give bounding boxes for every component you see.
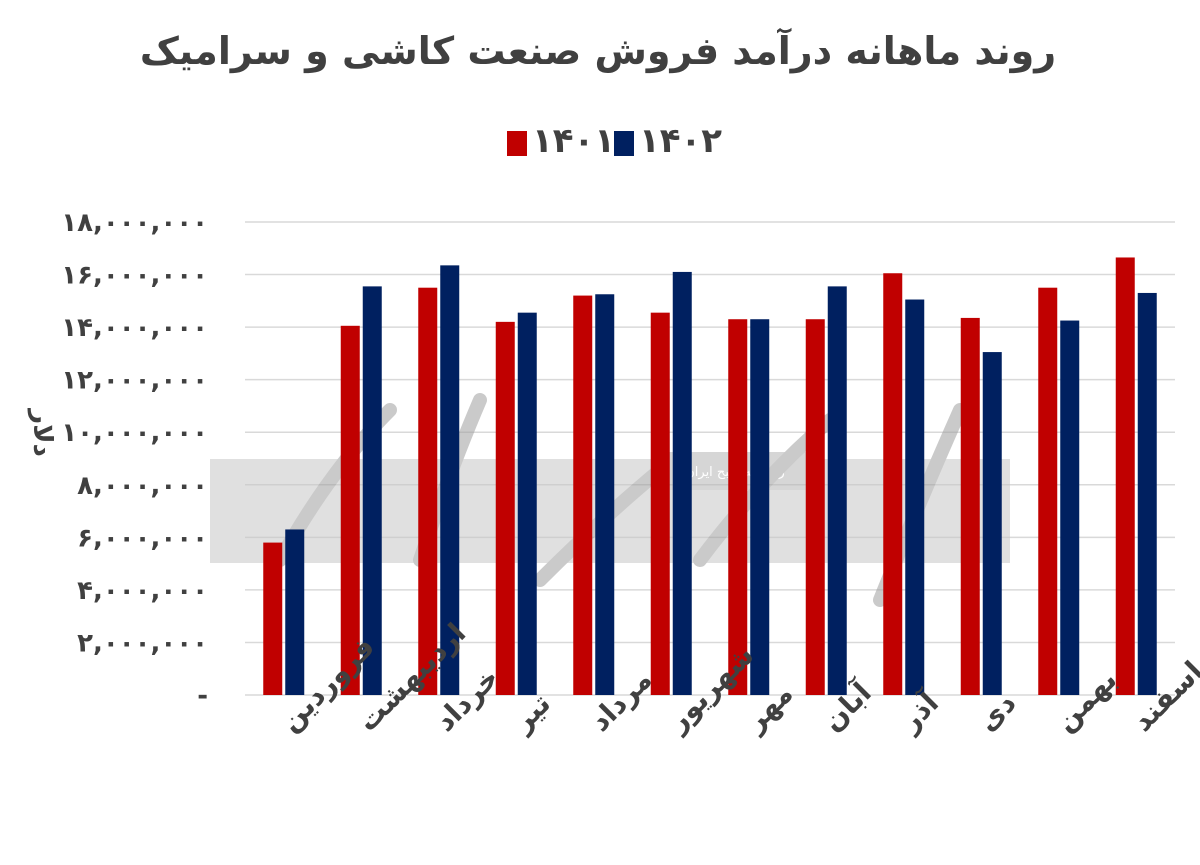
bar-1402 <box>982 352 1002 695</box>
x-tick-label: مرداد <box>583 663 658 738</box>
bar-1401 <box>340 325 360 695</box>
bar-1402 <box>672 271 692 695</box>
bar-1402 <box>905 299 925 695</box>
legend: ۱۴۰۱ ۱۴۰۲ <box>507 121 722 161</box>
y-tick-label: ۱۸,۰۰۰,۰۰۰ <box>61 208 208 238</box>
y-tick-label: ۱۶,۰۰۰,۰۰۰ <box>61 261 208 291</box>
bar-1401 <box>650 312 670 695</box>
y-tick-label: ۲,۰۰۰,۰۰۰ <box>77 628 208 658</box>
bar-1401 <box>495 321 515 695</box>
x-tick-label: اسفند <box>1126 655 1200 738</box>
chart-title: روند ماهانه درآمد فروش صنعت کاشی و سرامی… <box>140 27 1056 74</box>
bar-1402 <box>285 529 305 695</box>
bar-1401 <box>418 287 438 695</box>
x-tick-label: خرداد <box>428 661 505 738</box>
bar-1401 <box>805 319 825 695</box>
bars <box>263 257 1157 695</box>
y-axis-ticks: - ۲,۰۰۰,۰۰۰ ۴,۰۰۰,۰۰۰ ۶,۰۰۰,۰۰۰ ۸,۰۰۰,۰۰۰ ۱۰,… <box>61 208 208 711</box>
y-tick-label: ۴,۰۰۰,۰۰۰ <box>77 576 208 606</box>
bar-1401 <box>728 319 748 695</box>
bar-1401 <box>573 295 593 695</box>
bar-1401 <box>1115 257 1135 695</box>
bar-1401 <box>1038 287 1058 695</box>
bar-1402 <box>517 312 537 695</box>
legend-label-1401: ۱۴۰۱ <box>532 121 615 161</box>
x-tick-label: بهمن <box>1048 663 1123 738</box>
y-tick-label: ۶,۰۰۰,۰۰۰ <box>77 523 208 553</box>
y-axis-label: دلار <box>27 407 57 457</box>
y-tick-label: ۱۴,۰۰۰,۰۰۰ <box>61 313 208 343</box>
y-tick-label: ۱۰,۰۰۰,۰۰۰ <box>61 418 208 448</box>
legend-label-1402: ۱۴۰۲ <box>639 121 722 161</box>
y-tick-label: ۱۲,۰۰۰,۰۰۰ <box>61 366 208 396</box>
legend-swatch-1402 <box>614 131 634 156</box>
bar-1402 <box>1137 292 1157 695</box>
bar-1402 <box>750 319 770 695</box>
y-tick-label: - <box>197 681 208 711</box>
bar-1402 <box>595 294 615 695</box>
bar-1402 <box>1060 320 1080 695</box>
y-tick-label: ۸,۰۰۰,۰۰۰ <box>77 471 208 501</box>
bar-1401 <box>263 542 283 695</box>
bar-1402 <box>827 286 847 695</box>
legend-swatch-1401 <box>507 131 527 156</box>
bar-1401 <box>883 273 903 695</box>
bar-1401 <box>960 317 980 695</box>
bar-1402 <box>362 286 382 695</box>
bar-1402 <box>440 265 460 695</box>
